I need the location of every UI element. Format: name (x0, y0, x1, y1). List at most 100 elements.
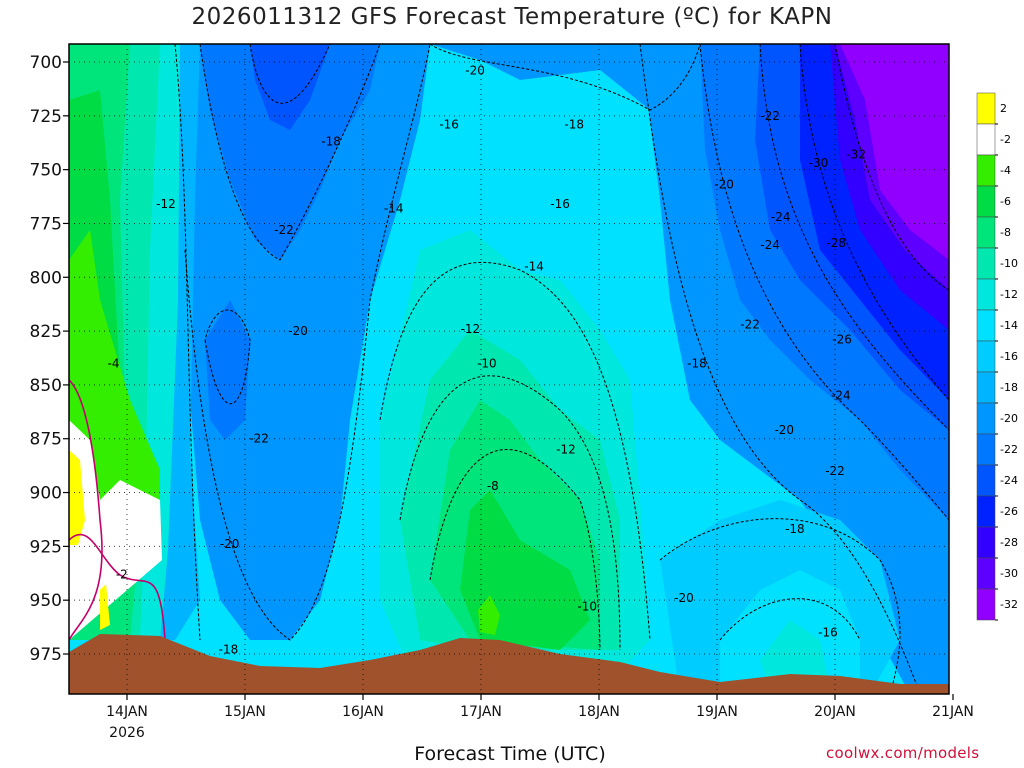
y-tick-label: 850 (30, 376, 62, 396)
contour-label: -30 (809, 156, 829, 170)
contour-label: -10 (477, 356, 497, 370)
colorbar-label: -26 (1000, 505, 1018, 518)
y-tick-label: 950 (30, 591, 62, 611)
contour-label: -14 (384, 201, 404, 215)
colorbar-swatch (976, 92, 996, 125)
x-tick-label: 19JAN (696, 704, 738, 720)
x-year-label: 2026 (109, 725, 145, 741)
contour-label: -26 (832, 333, 852, 347)
credit-link[interactable]: coolwx.com/models (826, 744, 980, 762)
y-tick-label: 775 (30, 214, 62, 234)
y-tick-label: 900 (30, 484, 62, 504)
colorbar-label: -14 (1000, 319, 1018, 332)
colorbar-swatch (976, 309, 996, 342)
contour-label: -20 (220, 537, 240, 551)
colorbar-label: -4 (1000, 164, 1011, 177)
x-tick-label: 21JAN (932, 704, 974, 720)
contour-label: -8 (487, 479, 499, 493)
y-tick-label: 825 (30, 322, 62, 342)
colorbar-swatch (976, 526, 996, 559)
colorbar-swatch (976, 278, 996, 311)
contour-label: -18 (785, 522, 805, 536)
contour-lines (174, 44, 949, 694)
colorbar-label: -30 (1000, 567, 1018, 580)
colorbar-swatch (976, 433, 996, 466)
contour-label: -12 (556, 442, 576, 456)
x-tick-label: 17JAN (460, 704, 502, 720)
colorbar-label: 2 (1000, 102, 1007, 115)
colorbar: 2 -2 -4 -6 -8 -10 -12 -14 -16 -18 -20 -22 -24 -26 -28 -… (976, 92, 1018, 621)
contour-label: -20 (714, 178, 734, 192)
contour-label: -4 (108, 356, 120, 370)
contour-label: -24 (771, 210, 791, 224)
colorbar-swatch (976, 464, 996, 497)
x-axis: 14JAN 15JAN 16JAN 17JAN 18JAN 19JAN 20JAN 21JAN… (106, 694, 974, 741)
y-tick-label: 800 (30, 268, 62, 288)
contour-label: -20 (774, 423, 794, 437)
contour-label: -24 (760, 238, 780, 252)
colorbar-swatch (976, 247, 996, 280)
contour-label: -22 (249, 432, 269, 446)
colorbar-label: -10 (1000, 257, 1018, 270)
contour-label: -24 (831, 389, 851, 403)
colorbar-label: -12 (1000, 288, 1018, 301)
contour-label: -20 (674, 591, 694, 605)
colorbar-swatch (976, 557, 996, 590)
contour-label: -2 (116, 567, 128, 581)
contour-label: -18 (564, 117, 584, 131)
contour-label: -18 (687, 356, 707, 370)
contour-label: -32 (846, 148, 866, 162)
colorbar-label: -32 (1000, 598, 1018, 611)
contour-label: -20 (288, 324, 308, 338)
y-axis: 700 725 750 775 800 825 850 875 900 925 950 975 (30, 53, 69, 665)
colorbar-swatch (976, 402, 996, 435)
y-tick-label: 975 (30, 645, 62, 665)
contour-label: -16 (818, 625, 838, 639)
colorbar-label: -24 (1000, 474, 1018, 487)
contour-label: -12 (461, 322, 481, 336)
colorbar-swatch (976, 216, 996, 249)
plot-frame (68, 43, 950, 695)
contour-label: -22 (760, 109, 780, 123)
x-tick-label: 16JAN (342, 704, 384, 720)
y-tick-label: 750 (30, 161, 62, 181)
y-tick-label: 875 (30, 430, 62, 450)
chart-title: 2026011312 GFS Forecast Temperature (ºC)… (191, 4, 833, 30)
colorbar-label: -18 (1000, 381, 1018, 394)
contour-label: -14 (524, 260, 544, 274)
contour-label: -22 (825, 464, 845, 478)
contour-label: -22 (274, 223, 294, 237)
freezing-contours (69, 379, 166, 641)
contour-labels: -20 -22 -16 -18 -18 -30 -32 -20 -12 -14 -16 -22 -24 -… (108, 64, 866, 657)
colorbar-swatch (976, 340, 996, 373)
x-tick-label: 20JAN (814, 704, 856, 720)
y-tick-label: 925 (30, 537, 62, 557)
x-tick-label: 14JAN (106, 704, 148, 720)
grid-lines (69, 44, 949, 694)
y-tick-label: 700 (30, 53, 62, 73)
temperature-field (69, 44, 949, 694)
contour-label: -16 (439, 117, 459, 131)
contour-label: -28 (826, 236, 846, 250)
colorbar-label: -2 (1000, 133, 1011, 146)
colorbar-label: -8 (1000, 226, 1011, 239)
contour-label: -20 (465, 64, 485, 78)
colorbar-swatch (976, 123, 996, 156)
contour-label: -10 (577, 600, 597, 614)
contour-label: -18 (219, 643, 239, 657)
terrain (69, 634, 949, 694)
contour-label: -16 (550, 197, 570, 211)
colorbar-label: -6 (1000, 195, 1011, 208)
colorbar-label: -22 (1000, 443, 1018, 456)
x-axis-title: Forecast Time (UTC) (414, 743, 606, 765)
colorbar-swatch (976, 185, 996, 218)
colorbar-label: -16 (1000, 350, 1018, 363)
x-tick-label: 18JAN (578, 704, 620, 720)
colorbar-swatch (976, 588, 996, 621)
colorbar-label: -28 (1000, 536, 1018, 549)
x-tick-label: 15JAN (224, 704, 266, 720)
contour-label: -12 (156, 197, 176, 211)
y-tick-label: 725 (30, 107, 62, 127)
colorbar-swatch (976, 495, 996, 528)
